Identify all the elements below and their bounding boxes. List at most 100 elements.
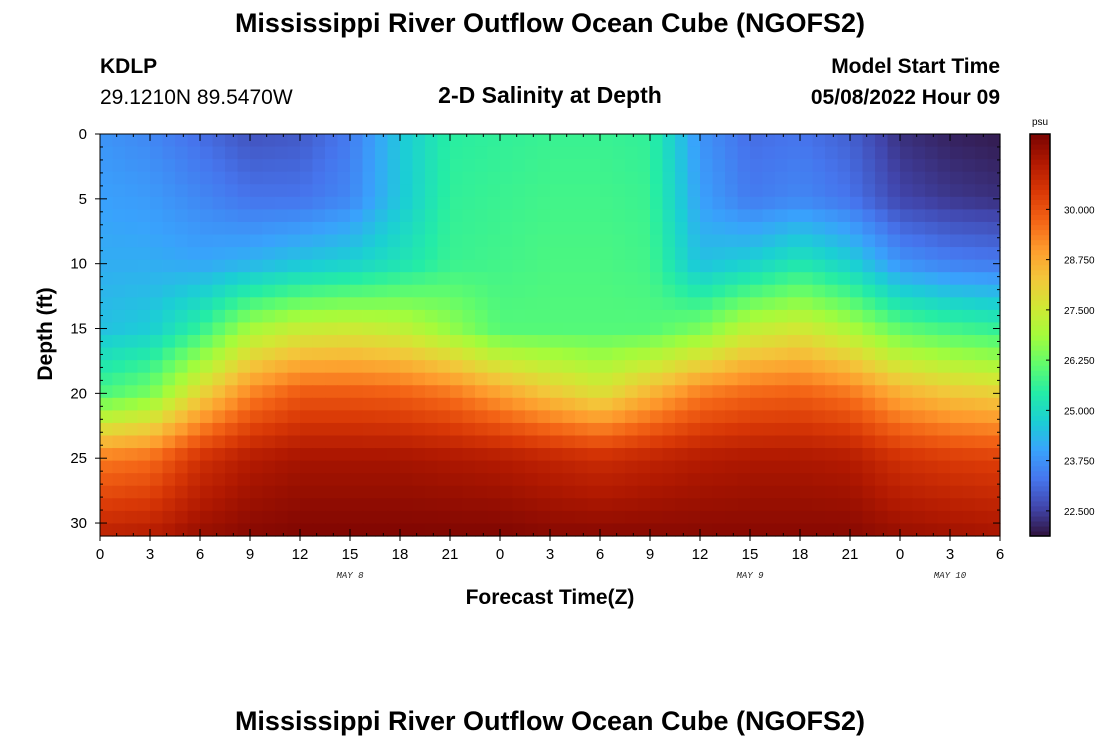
heatmap-cell [337, 272, 351, 286]
heatmap-cell [875, 422, 889, 437]
heatmap-cell [762, 259, 776, 273]
heatmap-cell [775, 397, 789, 411]
heatmap-cell [537, 410, 551, 424]
heatmap-cell [875, 448, 889, 462]
heatmap-cell [412, 498, 426, 512]
heatmap-cell [262, 309, 276, 324]
heatmap-cell [350, 498, 364, 512]
heatmap-cell [962, 259, 976, 273]
heatmap-cell [950, 410, 964, 424]
heatmap-cell [550, 460, 564, 474]
heatmap-cell [687, 435, 701, 449]
heatmap-cell [250, 360, 264, 374]
heatmap-cell [750, 347, 764, 361]
heatmap-cell [312, 309, 326, 324]
heatmap-cell [150, 196, 164, 210]
heatmap-cell [487, 385, 501, 399]
heatmap-cell [850, 272, 864, 286]
heatmap-cell [400, 460, 414, 474]
heatmap-cell [925, 134, 939, 148]
heatmap-cell [675, 297, 689, 311]
heatmap-cell [487, 485, 501, 499]
heatmap-cell [312, 460, 326, 474]
colorbar-segment [1030, 264, 1050, 271]
heatmap-cell [262, 297, 276, 311]
heatmap-cell [487, 460, 501, 474]
heatmap-cell [437, 485, 451, 499]
x-tick-label: 3 [146, 546, 154, 563]
heatmap-cell [587, 134, 601, 148]
heatmap-cell [100, 284, 114, 298]
heatmap-cell [512, 146, 526, 160]
heatmap-cell [300, 209, 314, 223]
heatmap-cell [475, 322, 489, 336]
heatmap-cell [937, 448, 951, 462]
heatmap-cell [200, 397, 214, 411]
heatmap-cell [250, 498, 264, 512]
heatmap-cell [250, 347, 264, 361]
heatmap-cell [350, 397, 364, 411]
colorbar-segment [1030, 204, 1050, 210]
heatmap-cell [925, 322, 939, 336]
heatmap-cell [187, 410, 201, 424]
heatmap-cell [737, 448, 751, 462]
heatmap-cell [287, 498, 301, 512]
heatmap-cell [362, 134, 376, 148]
heatmap-cell [962, 460, 976, 474]
heatmap-cell [425, 272, 439, 286]
heatmap-cell [312, 473, 326, 487]
heatmap-cell [300, 448, 314, 462]
colorbar-segment [1030, 274, 1050, 281]
heatmap-cell [950, 372, 964, 386]
heatmap-cell [937, 247, 951, 261]
heatmap-cell [250, 435, 264, 449]
heatmap-cell [350, 159, 364, 173]
heatmap-cell [600, 460, 614, 474]
heatmap-cell [575, 473, 589, 487]
heatmap-cell [275, 498, 289, 512]
heatmap-cell [375, 347, 389, 361]
heatmap-cell [525, 171, 539, 185]
heatmap-cell [987, 159, 1001, 173]
heatmap-cell [887, 498, 901, 512]
heatmap-cell [987, 196, 1001, 210]
heatmap-cell [500, 460, 514, 474]
heatmap-cell [425, 297, 439, 311]
heatmap-cell [775, 259, 789, 273]
heatmap-cell [900, 460, 914, 474]
heatmap-cell [950, 196, 964, 210]
heatmap-cell [375, 146, 389, 160]
heatmap-cell [525, 485, 539, 499]
heatmap-cell [875, 297, 889, 311]
heatmap-cell [662, 510, 676, 525]
heatmap-cell [975, 309, 989, 324]
heatmap-cell [475, 284, 489, 298]
heatmap-cell [500, 335, 514, 349]
heatmap-cell [937, 435, 951, 449]
heatmap-cell [637, 272, 651, 286]
heatmap-cell [212, 448, 226, 462]
heatmap-cell [200, 184, 214, 198]
heatmap-cell [125, 448, 139, 462]
heatmap-cell [862, 234, 876, 248]
heatmap-cell [175, 385, 189, 399]
heatmap-cell [150, 309, 164, 324]
heatmap-cell [100, 146, 114, 160]
heatmap-cell [200, 422, 214, 437]
heatmap-cell [725, 460, 739, 474]
heatmap-cell [475, 335, 489, 349]
heatmap-cell [975, 159, 989, 173]
heatmap-cell [287, 259, 301, 273]
heatmap-cell [225, 347, 239, 361]
heatmap-cell [887, 171, 901, 185]
heatmap-cell [775, 221, 789, 236]
colorbar-segment [1030, 309, 1050, 316]
heatmap-cell [587, 360, 601, 374]
heatmap-cell [587, 146, 601, 160]
heatmap-cell [337, 460, 351, 474]
heatmap-cell [912, 171, 926, 185]
heatmap-cell [662, 221, 676, 236]
y-tick-label: 0 [79, 126, 87, 143]
heatmap-cell [312, 209, 326, 223]
heatmap-cell [687, 259, 701, 273]
